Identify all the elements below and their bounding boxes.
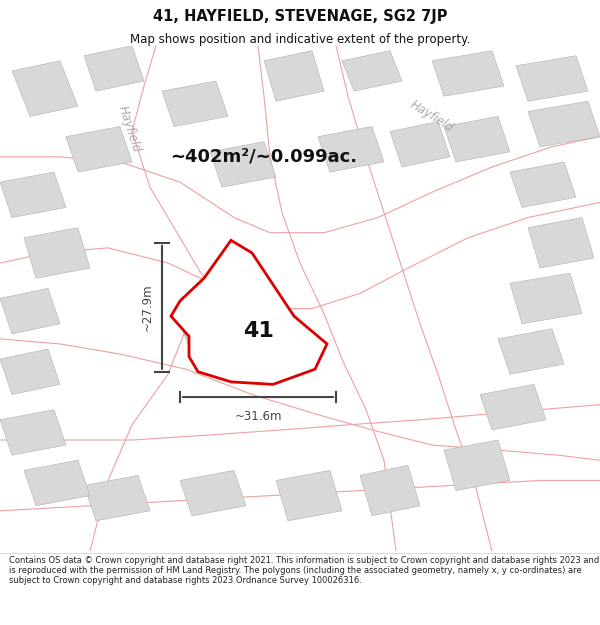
Text: 41, HAYFIELD, STEVENAGE, SG2 7JP: 41, HAYFIELD, STEVENAGE, SG2 7JP bbox=[153, 9, 447, 24]
Text: ~31.6m: ~31.6m bbox=[234, 409, 282, 422]
Polygon shape bbox=[498, 329, 564, 374]
Polygon shape bbox=[84, 46, 144, 91]
Polygon shape bbox=[360, 465, 420, 516]
Polygon shape bbox=[24, 460, 90, 506]
Polygon shape bbox=[210, 142, 276, 188]
Text: Hayfield: Hayfield bbox=[408, 98, 456, 135]
Polygon shape bbox=[84, 476, 150, 521]
Polygon shape bbox=[318, 126, 384, 172]
Polygon shape bbox=[180, 471, 246, 516]
Polygon shape bbox=[0, 288, 60, 334]
Polygon shape bbox=[0, 349, 60, 394]
Text: ~402m²/~0.099ac.: ~402m²/~0.099ac. bbox=[170, 148, 358, 166]
Polygon shape bbox=[528, 101, 600, 147]
Polygon shape bbox=[0, 172, 66, 217]
Polygon shape bbox=[12, 61, 78, 116]
Polygon shape bbox=[444, 116, 510, 162]
Polygon shape bbox=[210, 334, 276, 379]
Polygon shape bbox=[480, 384, 546, 430]
Text: Hayfield: Hayfield bbox=[115, 104, 143, 154]
Polygon shape bbox=[24, 228, 90, 278]
Polygon shape bbox=[510, 273, 582, 324]
Polygon shape bbox=[162, 81, 228, 126]
Polygon shape bbox=[516, 56, 588, 101]
Polygon shape bbox=[528, 217, 594, 268]
Polygon shape bbox=[0, 409, 66, 455]
Text: 41: 41 bbox=[242, 321, 274, 341]
Polygon shape bbox=[180, 309, 246, 354]
Text: Contains OS data © Crown copyright and database right 2021. This information is : Contains OS data © Crown copyright and d… bbox=[9, 556, 599, 586]
Text: ~27.9m: ~27.9m bbox=[140, 284, 154, 331]
Polygon shape bbox=[342, 51, 402, 91]
Polygon shape bbox=[444, 440, 510, 491]
Polygon shape bbox=[432, 51, 504, 96]
Polygon shape bbox=[276, 471, 342, 521]
Polygon shape bbox=[66, 126, 132, 172]
Polygon shape bbox=[390, 121, 450, 167]
Text: Map shows position and indicative extent of the property.: Map shows position and indicative extent… bbox=[130, 33, 470, 46]
Polygon shape bbox=[264, 51, 324, 101]
Polygon shape bbox=[171, 240, 327, 384]
Polygon shape bbox=[510, 162, 576, 208]
